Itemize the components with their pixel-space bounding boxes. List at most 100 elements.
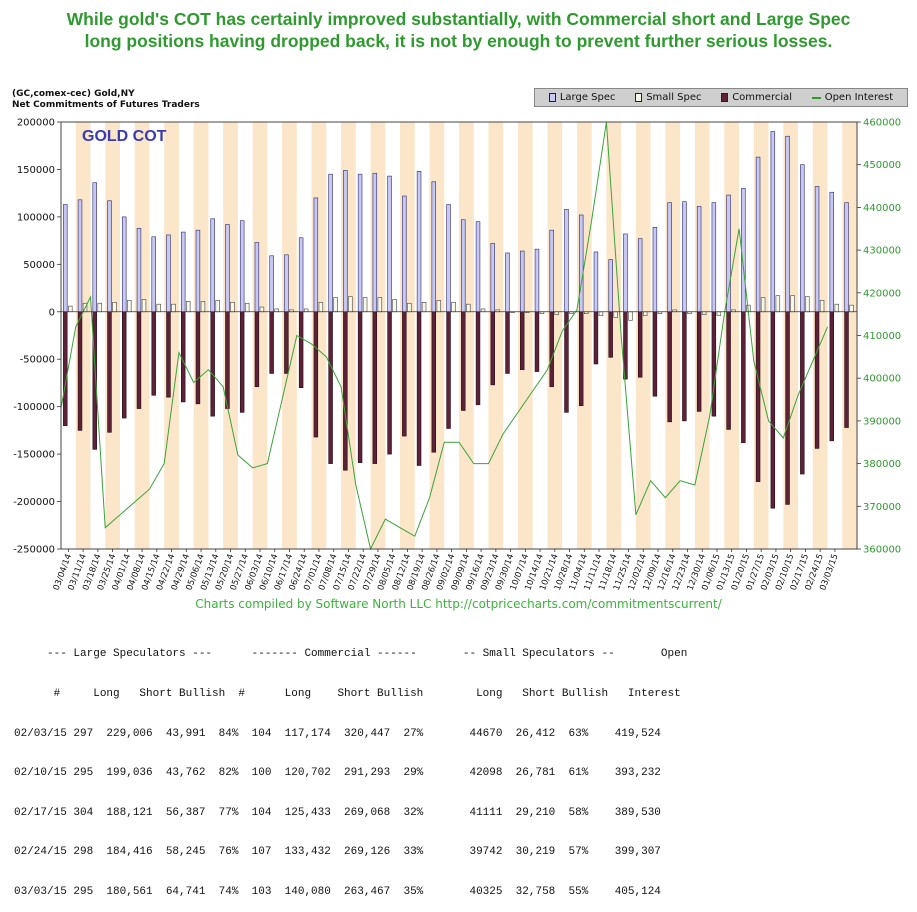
bar-commercial: [741, 311, 746, 444]
bar-commercial: [269, 311, 274, 374]
right-tick-label: 370000: [863, 502, 901, 513]
bar-small-spec: [127, 300, 132, 313]
bar-commercial: [829, 311, 835, 442]
bar-commercial: [844, 311, 849, 428]
chart-symbol: (GC,comex-cec) Gold,NY: [12, 89, 135, 99]
bar-large-spec: [520, 250, 525, 313]
right-axis-ticks: 460000 450000 440000 430000 420000 410000 4000…: [857, 118, 901, 556]
bar-small-spec: [171, 303, 176, 313]
bar-large-spec: [534, 248, 540, 313]
bar-large-spec: [637, 238, 643, 313]
legend-item-open-interest: Open Interest: [811, 92, 893, 103]
bar-large-spec: [696, 206, 702, 313]
bar-large-spec: [549, 229, 554, 313]
bar-small-spec: [362, 297, 368, 313]
left-tick-label: -100000: [13, 402, 55, 413]
right-tick-label: 400000: [863, 374, 901, 385]
bar-large-spec: [77, 199, 83, 313]
bar-commercial: [608, 311, 613, 358]
bar-large-spec: [475, 221, 481, 313]
bar-commercial: [800, 311, 805, 475]
bar-commercial: [652, 311, 658, 397]
bar-small-spec: [318, 301, 324, 313]
bar-commercial: [416, 311, 422, 466]
bar-small-spec: [97, 302, 102, 313]
legend-item-large-spec: Large Spec: [548, 92, 616, 103]
chart-credit: Charts compiled by Software North LLC ht…: [195, 597, 722, 611]
bar-large-spec: [564, 209, 569, 313]
bar-commercial: [711, 311, 717, 417]
chart-legend: Large Spec Small Spec Commercial Open In…: [534, 88, 908, 107]
bar-small-spec: [141, 299, 147, 313]
bar-large-spec: [490, 243, 495, 313]
bar-small-spec: [112, 301, 117, 313]
bar-large-spec: [505, 252, 510, 313]
shade-column: [193, 122, 209, 549]
bar-large-spec: [313, 197, 319, 313]
bar-commercial: [667, 311, 672, 423]
bar-large-spec: [63, 204, 68, 313]
right-tick-label: 460000: [863, 118, 901, 129]
left-tick-label: -150000: [13, 450, 55, 461]
shade-column: [282, 122, 297, 549]
bar-small-spec: [156, 303, 161, 313]
bar-large-spec: [711, 202, 717, 313]
bar-commercial: [726, 311, 731, 430]
bar-large-spec: [357, 173, 363, 313]
bar-small-spec: [244, 302, 250, 313]
bar-commercial: [298, 311, 304, 388]
bar-small-spec: [303, 308, 309, 313]
bar-small-spec: [274, 308, 279, 313]
bar-large-spec: [800, 164, 805, 313]
left-tick-label: 100000: [17, 212, 55, 223]
bar-small-spec: [436, 300, 442, 313]
bar-commercial: [166, 311, 171, 398]
bar-small-spec: [348, 296, 353, 313]
x-axis-ticks: 03/04/1403/11/1403/18/1403/25/1404/01/14…: [52, 549, 841, 592]
left-axis-ticks: 200000 150000 100000 50000 0 -50000 -100000 -15…: [13, 118, 61, 556]
bar-large-spec: [225, 224, 230, 313]
bar-commercial: [785, 311, 790, 505]
bar-small-spec: [760, 297, 766, 313]
bar-commercial: [593, 311, 599, 365]
open-interest-line: [60, 121, 828, 551]
bar-large-spec: [122, 216, 127, 313]
bar-large-spec: [829, 191, 835, 313]
bar-large-spec: [431, 181, 437, 313]
bar-large-spec: [593, 251, 599, 313]
table-header-row-2: # Long Short Bullish # Long Short Bullis…: [14, 688, 681, 700]
bar-commercial: [63, 311, 68, 426]
bar-large-spec: [623, 233, 628, 313]
shade-column: [635, 122, 651, 549]
bar-large-spec: [667, 202, 672, 313]
right-tick-label: 380000: [863, 459, 901, 470]
bar-large-spec: [741, 188, 746, 313]
bar-small-spec: [230, 301, 235, 313]
open-interest-line-layer: [60, 121, 828, 551]
bar-commercial: [637, 311, 643, 378]
bar-large-spec: [372, 172, 378, 313]
bar-commercial: [534, 311, 540, 372]
bar-commercial: [357, 311, 363, 463]
shade-column: [164, 122, 179, 549]
bar-large-spec: [210, 218, 215, 313]
bar-commercial: [210, 311, 215, 417]
bar-commercial: [284, 311, 289, 374]
bar-commercial: [505, 311, 510, 374]
shade-column: [606, 122, 622, 549]
bar-commercial: [770, 311, 776, 509]
bar-commercial: [549, 311, 554, 388]
gold-cot-badge: GOLD COT: [82, 128, 167, 145]
bar-commercial: [343, 311, 348, 471]
left-tick-label: 200000: [17, 118, 55, 129]
table-header-row-1: --- Large Speculators --- ------- Commer…: [14, 648, 688, 661]
shade-column: [252, 122, 268, 549]
bar-small-spec: [849, 304, 854, 313]
bar-small-spec: [421, 301, 427, 313]
left-tick-label: 50000: [23, 260, 55, 271]
bar-small-spec: [259, 306, 265, 313]
bar-commercial: [372, 311, 378, 464]
cot-chart: 200000 150000 100000 50000 0 -50000 -100000 -15…: [13, 118, 901, 592]
bar-commercial: [107, 311, 112, 433]
bar-large-spec: [755, 156, 761, 313]
